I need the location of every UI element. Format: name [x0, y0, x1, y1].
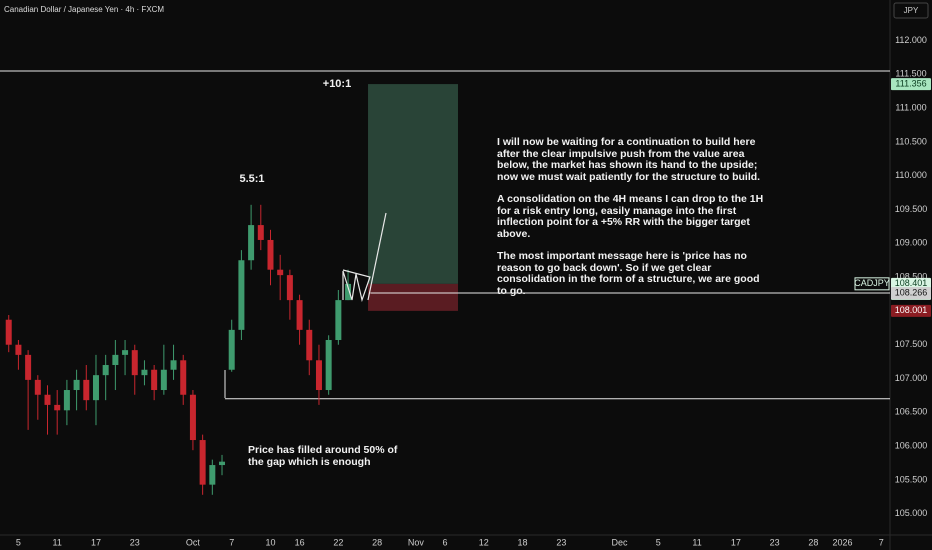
x-tick-label: 7 [229, 537, 234, 547]
x-tick-label: Nov [408, 537, 425, 547]
y-tick-label: 110.000 [895, 170, 927, 180]
x-tick-label: 7 [879, 537, 884, 547]
candle-body [277, 269, 284, 276]
candle-body [286, 275, 293, 301]
x-tick-label: 11 [53, 537, 62, 547]
y-tick-label: 109.000 [895, 238, 928, 248]
price-tag [891, 78, 931, 91]
candle-body [44, 394, 51, 405]
y-tick-label: 108.500 [895, 272, 928, 282]
x-tick-label: Oct [186, 537, 201, 547]
candle-body [315, 360, 322, 391]
candle-body [219, 461, 226, 466]
x-tick-label: Dec [612, 537, 629, 547]
candle-body [63, 390, 70, 411]
ratio-label: +10:1 [323, 78, 351, 90]
y-tick-label: 111.500 [895, 69, 926, 79]
candle-body [228, 329, 235, 370]
candle-body [131, 350, 138, 376]
candle-body [102, 365, 109, 376]
candle-body [83, 379, 90, 401]
x-tick-label: 22 [333, 537, 343, 547]
x-tick-label: 17 [731, 537, 741, 547]
price-tag [891, 304, 931, 317]
y-tick-label: 107.500 [895, 339, 928, 349]
symbol: CADJPY [854, 278, 890, 288]
candle-body [151, 369, 158, 391]
candle-body [141, 369, 148, 376]
x-tick-label: 23 [770, 537, 780, 547]
y-tick-label: 106.500 [895, 407, 928, 417]
candle-body [73, 379, 80, 391]
target-zone [368, 84, 458, 284]
y-tick-label: 112.000 [895, 35, 927, 45]
x-tick-label: 2026 [832, 537, 852, 547]
gap-note: Price has filled around 50% of the gap w… [248, 444, 398, 468]
x-tick-label: 10 [265, 537, 275, 547]
price-tag-label: 108.401 [895, 278, 928, 288]
x-tick-label: 16 [295, 537, 305, 547]
candle-body [122, 350, 129, 355]
candle-body [267, 239, 274, 270]
price-tag-label: 111.356 [895, 78, 926, 88]
currency[interactable]: JPY [904, 6, 919, 15]
candle-body [180, 360, 187, 395]
y-tick-label: 110.500 [895, 136, 927, 146]
x-tick-label: 5 [656, 537, 661, 547]
y-tick-label: 105.500 [895, 474, 928, 484]
candle-body [325, 340, 332, 391]
note: I will now be waiting for a continuation… [497, 136, 761, 183]
candle-body [25, 354, 32, 380]
y-tick-label: 106.000 [895, 441, 928, 451]
currency-box[interactable] [893, 2, 929, 19]
note: The most important message here is 'pric… [497, 250, 760, 297]
x-tick-label: 23 [556, 537, 566, 547]
x-tick-label: 12 [479, 537, 489, 547]
stop-zone [368, 283, 458, 311]
drawing-pattern [342, 269, 371, 303]
x-tick-label: 17 [91, 537, 101, 547]
ratio-label: 5.5:1 [239, 173, 264, 185]
notes: I will now be waiting for a continuation… [497, 136, 767, 308]
drawing-arrow [367, 212, 387, 301]
candle-body [335, 300, 342, 341]
candle-body [160, 369, 167, 391]
chart-title: Canadian Dollar / Japanese Yen · 4h · FX… [4, 5, 164, 14]
candle-body [306, 329, 313, 361]
candle-body [5, 319, 12, 345]
candle-body [209, 465, 216, 485]
candle-body [345, 283, 352, 301]
candle-body [296, 300, 303, 330]
x-tick-label: 28 [372, 537, 382, 547]
candle-body [34, 379, 41, 395]
x-tick-label: 23 [130, 537, 140, 547]
candle-body [189, 394, 196, 441]
x-tick-label: 6 [442, 537, 447, 547]
y-tick-label: 107.000 [895, 373, 928, 383]
y-tick-label: 105.000 [895, 508, 928, 518]
x-tick-label: 11 [692, 537, 701, 547]
price-tag-label: 108.266 [895, 287, 928, 297]
candle-body [170, 360, 177, 370]
candle-body [92, 375, 99, 401]
candle-body [248, 225, 255, 261]
candle-body [54, 404, 61, 411]
x-tick-label: 28 [808, 537, 818, 547]
price-tag [891, 286, 931, 299]
x-tick-label: 18 [518, 537, 528, 547]
price-tag-label: 108.001 [895, 305, 928, 315]
candle-body [238, 260, 245, 330]
candle-body [112, 354, 119, 366]
x-tick-label: 5 [16, 537, 21, 547]
symbol-tag [854, 277, 890, 291]
candle-body [257, 225, 264, 240]
candle-body [199, 440, 206, 485]
candle-body [15, 344, 22, 355]
note: A consolidation on the 4H means I can dr… [497, 193, 764, 240]
y-tick-label: 111.000 [895, 103, 926, 113]
y-tick-label: 109.500 [895, 204, 928, 214]
